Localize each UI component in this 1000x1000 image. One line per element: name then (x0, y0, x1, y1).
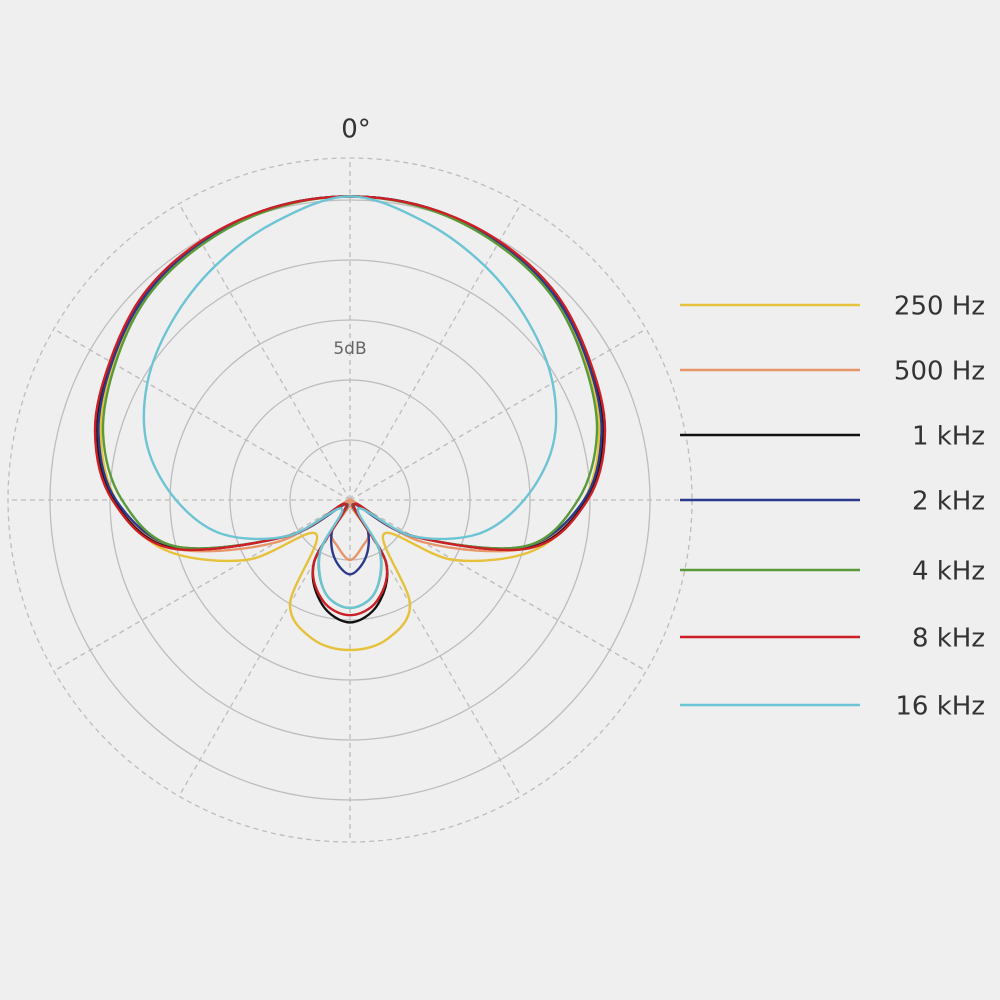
legend-label: 16 kHz (895, 692, 985, 722)
grid-ring (49, 199, 651, 801)
spoke (349, 499, 647, 672)
spoke (349, 328, 647, 501)
legend-label: 1 kHz (912, 422, 985, 452)
radial-label: 5dB (333, 339, 366, 359)
grid-ring (229, 379, 471, 621)
legend-label: 500 Hz (894, 357, 985, 387)
spoke (53, 499, 351, 672)
grid-ring (109, 259, 591, 741)
grid-ring (169, 319, 531, 681)
angle-label: 0° (341, 115, 371, 145)
polar-curve (97, 195, 603, 576)
spoke (349, 203, 522, 501)
spoke (53, 328, 351, 501)
polar-curve (142, 195, 558, 610)
polar-curve (93, 195, 607, 617)
spoke (178, 203, 351, 501)
legend-label: 2 kHz (912, 487, 985, 517)
legend-label: 4 kHz (912, 557, 985, 587)
legend-label: 8 kHz (912, 624, 985, 654)
legend-label: 250 Hz (894, 292, 985, 322)
